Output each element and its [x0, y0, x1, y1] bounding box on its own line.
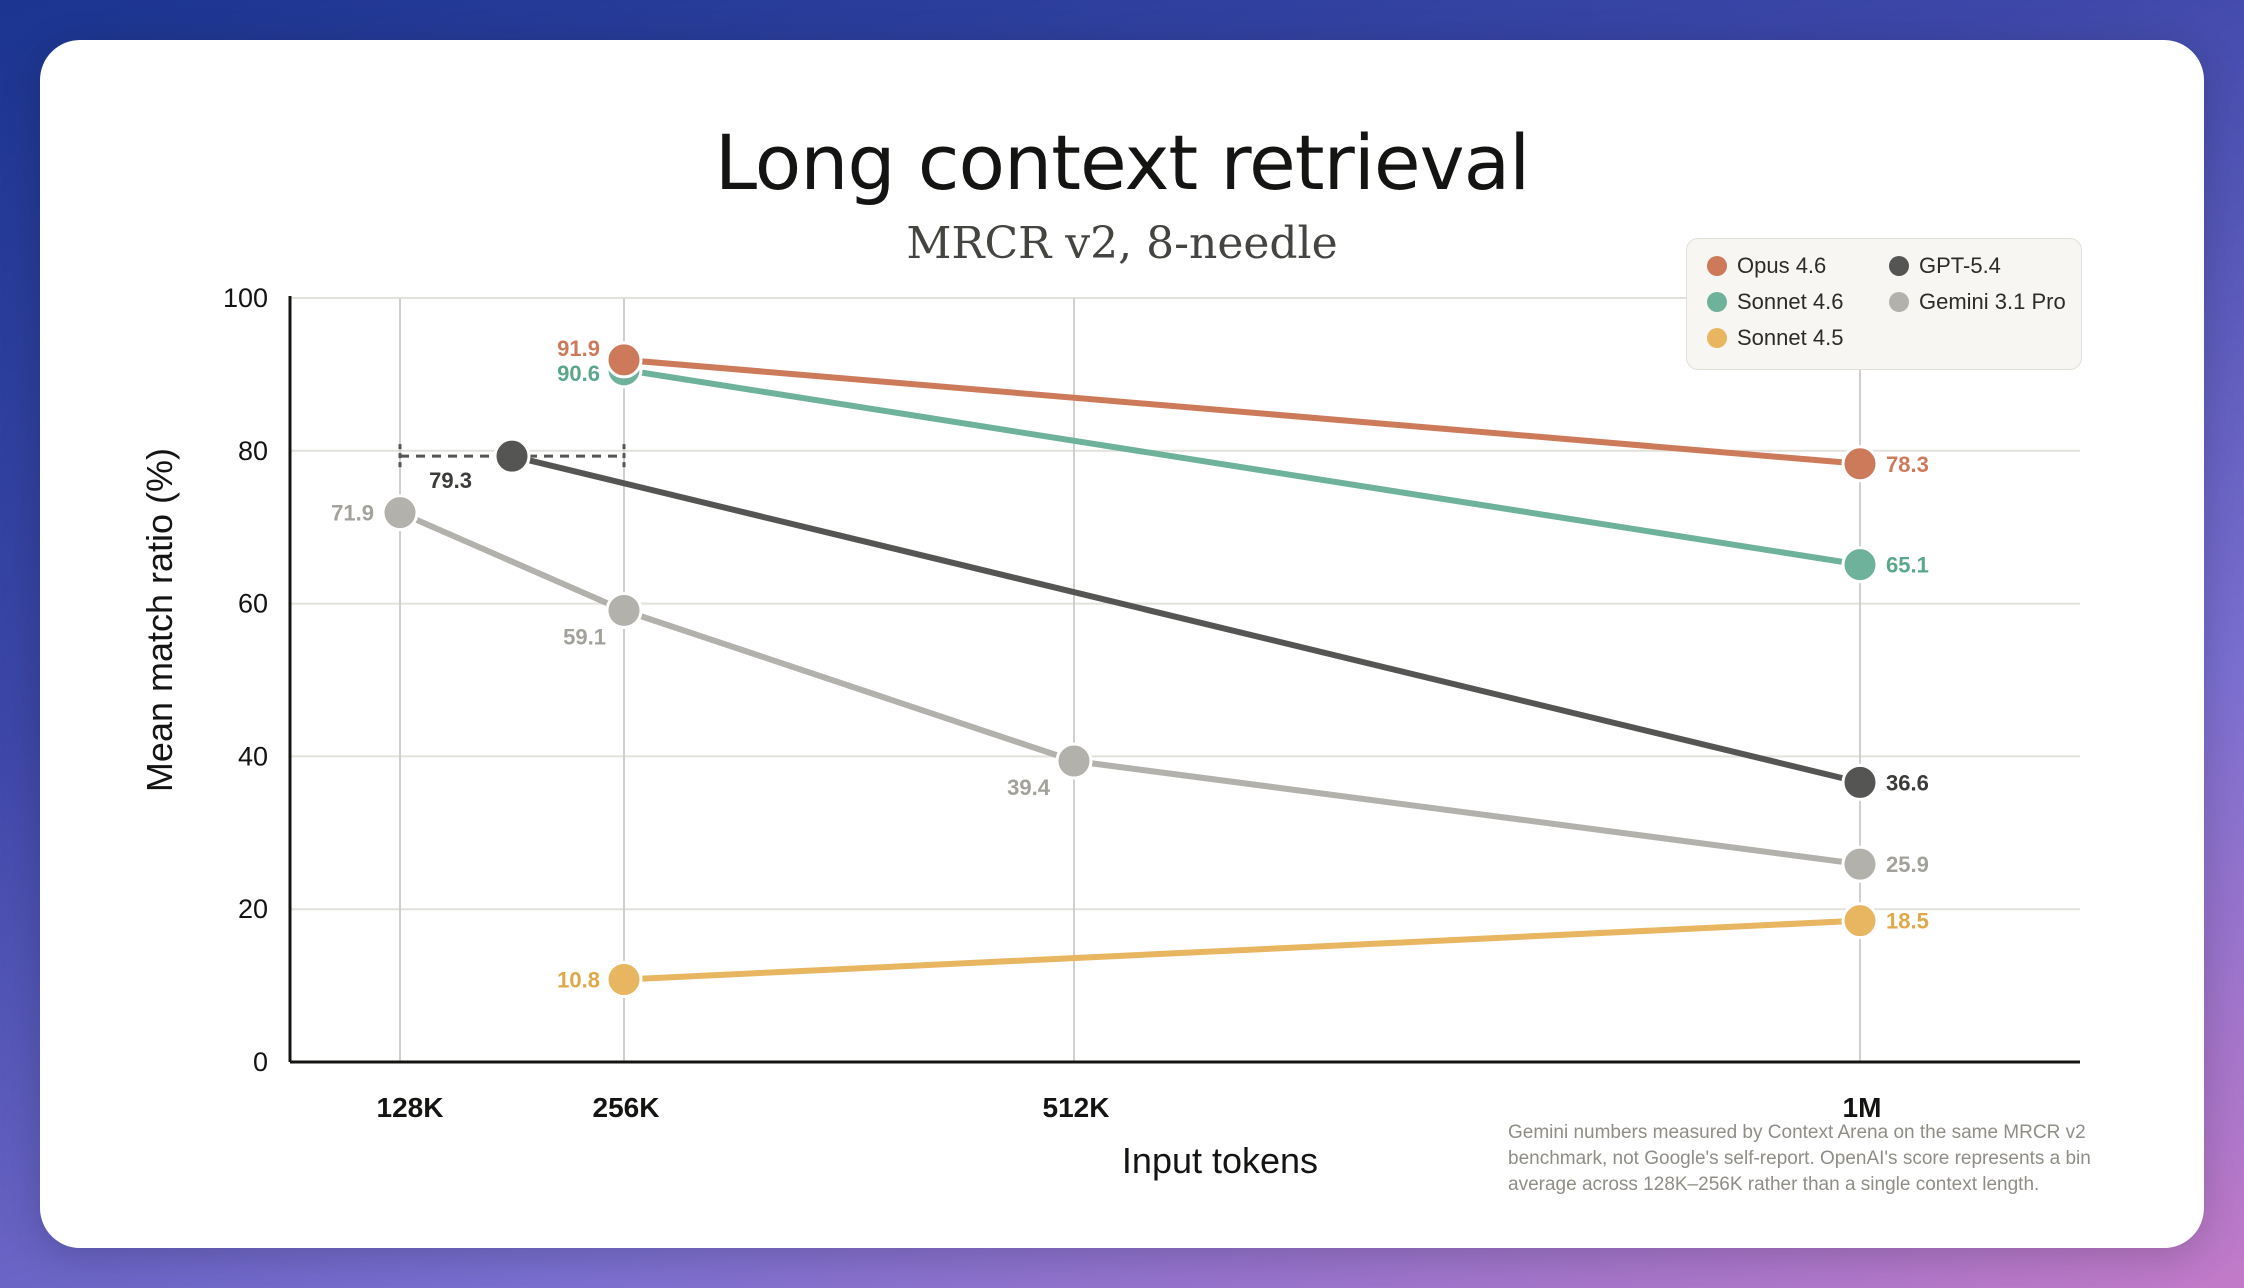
chart-title: Long context retrieval: [714, 118, 1531, 207]
chart-card: Long context retrieval MRCR v2, 8-needle…: [40, 40, 2204, 1248]
y-tick-label: 80: [238, 436, 268, 466]
data-label-gemini-3-1-pro: 71.9: [331, 501, 374, 526]
data-label-sonnet-4-6: 90.6: [557, 361, 600, 386]
data-point-gemini-3-1-pro: [605, 591, 643, 629]
data-point-gemini-3-1-pro: [1055, 742, 1093, 780]
y-tick-label: 40: [238, 741, 268, 771]
x-tick-label: 256K: [593, 1092, 660, 1123]
series-line-gpt-5-4: [509, 453, 1863, 786]
data-label-sonnet-4-6: 65.1: [1886, 553, 1929, 578]
legend-label: Gemini 3.1 Pro: [1919, 289, 2066, 314]
data-label-gemini-3-1-pro: 39.4: [1007, 775, 1051, 800]
data-label-gemini-3-1-pro: 59.1: [563, 624, 606, 649]
legend-item-sonnet-4-6: Sonnet 4.6: [1707, 289, 1843, 315]
legend-label: Sonnet 4.6: [1737, 289, 1844, 314]
legend-label: Opus 4.6: [1737, 253, 1827, 278]
legend-dot: [1889, 292, 1909, 312]
x-tick-label: 512K: [1043, 1092, 1110, 1123]
data-point-gemini-3-1-pro: [381, 494, 419, 532]
footnote: Gemini numbers measured by Context Arena…: [1508, 1122, 2091, 1195]
data-point-opus-4-6: [1841, 445, 1879, 483]
legend-label: GPT-5.4: [1919, 253, 2001, 278]
data-label-sonnet-4-5: 18.5: [1886, 909, 1929, 934]
legend-item-gemini-3-1-pro: Gemini 3.1 Pro: [1889, 289, 2066, 315]
data-point-sonnet-4-5: [605, 960, 643, 998]
x-tick-label: 128K: [377, 1092, 444, 1123]
data-label-gpt-5-4: 79.3: [429, 468, 472, 493]
chart-subtitle: MRCR v2, 8-needle: [906, 218, 1338, 269]
data-label-opus-4-6: 78.3: [1886, 452, 1929, 477]
data-label-gemini-3-1-pro: 25.9: [1886, 852, 1929, 877]
data-point-sonnet-4-5: [1841, 902, 1879, 940]
data-label-sonnet-4-5: 10.8: [557, 967, 600, 992]
legend: Opus 4.6 GPT-5.4 Sonnet 4.6 Gemini 3.1 P…: [1686, 238, 2082, 370]
y-axis-label: Mean match ratio (%): [139, 447, 180, 793]
data-point-gemini-3-1-pro: [1841, 845, 1879, 883]
series-line-opus-4-6: [621, 356, 1863, 467]
data-point-opus-4-6: [605, 341, 643, 379]
data-point-gpt-5-4: [1841, 763, 1879, 801]
legend-item-gpt-5-4: GPT-5.4: [1889, 253, 2001, 279]
series-line-gemini-3-1-pro: [397, 509, 1863, 868]
series-line-sonnet-4-6: [621, 366, 1863, 568]
legend-dot: [1889, 256, 1909, 276]
y-tick-label: 60: [238, 589, 268, 619]
y-tick-label: 20: [238, 894, 268, 924]
legend-dot: [1707, 292, 1727, 312]
line-chart: 0 20 40 60 80 100 128K 256K 512K 1M 71.9 59.1 39.4 25…: [223, 283, 2080, 1123]
legend-item-sonnet-4-5: Sonnet 4.5: [1707, 325, 1843, 351]
legend-dot: [1707, 256, 1727, 276]
legend-dot: [1707, 328, 1727, 348]
data-point-gpt-5-4: [493, 437, 531, 475]
legend-label: Sonnet 4.5: [1737, 325, 1844, 350]
x-axis-label: Input tokens: [1121, 1140, 1319, 1181]
legend-item-opus-4-6: Opus 4.6: [1707, 253, 1826, 279]
y-tick-label: 100: [223, 283, 268, 313]
data-label-gpt-5-4: 36.6: [1886, 770, 1929, 795]
y-tick-label: 0: [253, 1047, 268, 1077]
data-point-sonnet-4-6: [1841, 546, 1879, 584]
data-label-opus-4-6: 91.9: [557, 336, 600, 361]
x-tick-label: 1M: [1843, 1092, 1882, 1123]
series-line-sonnet-4-5: [621, 917, 1863, 983]
